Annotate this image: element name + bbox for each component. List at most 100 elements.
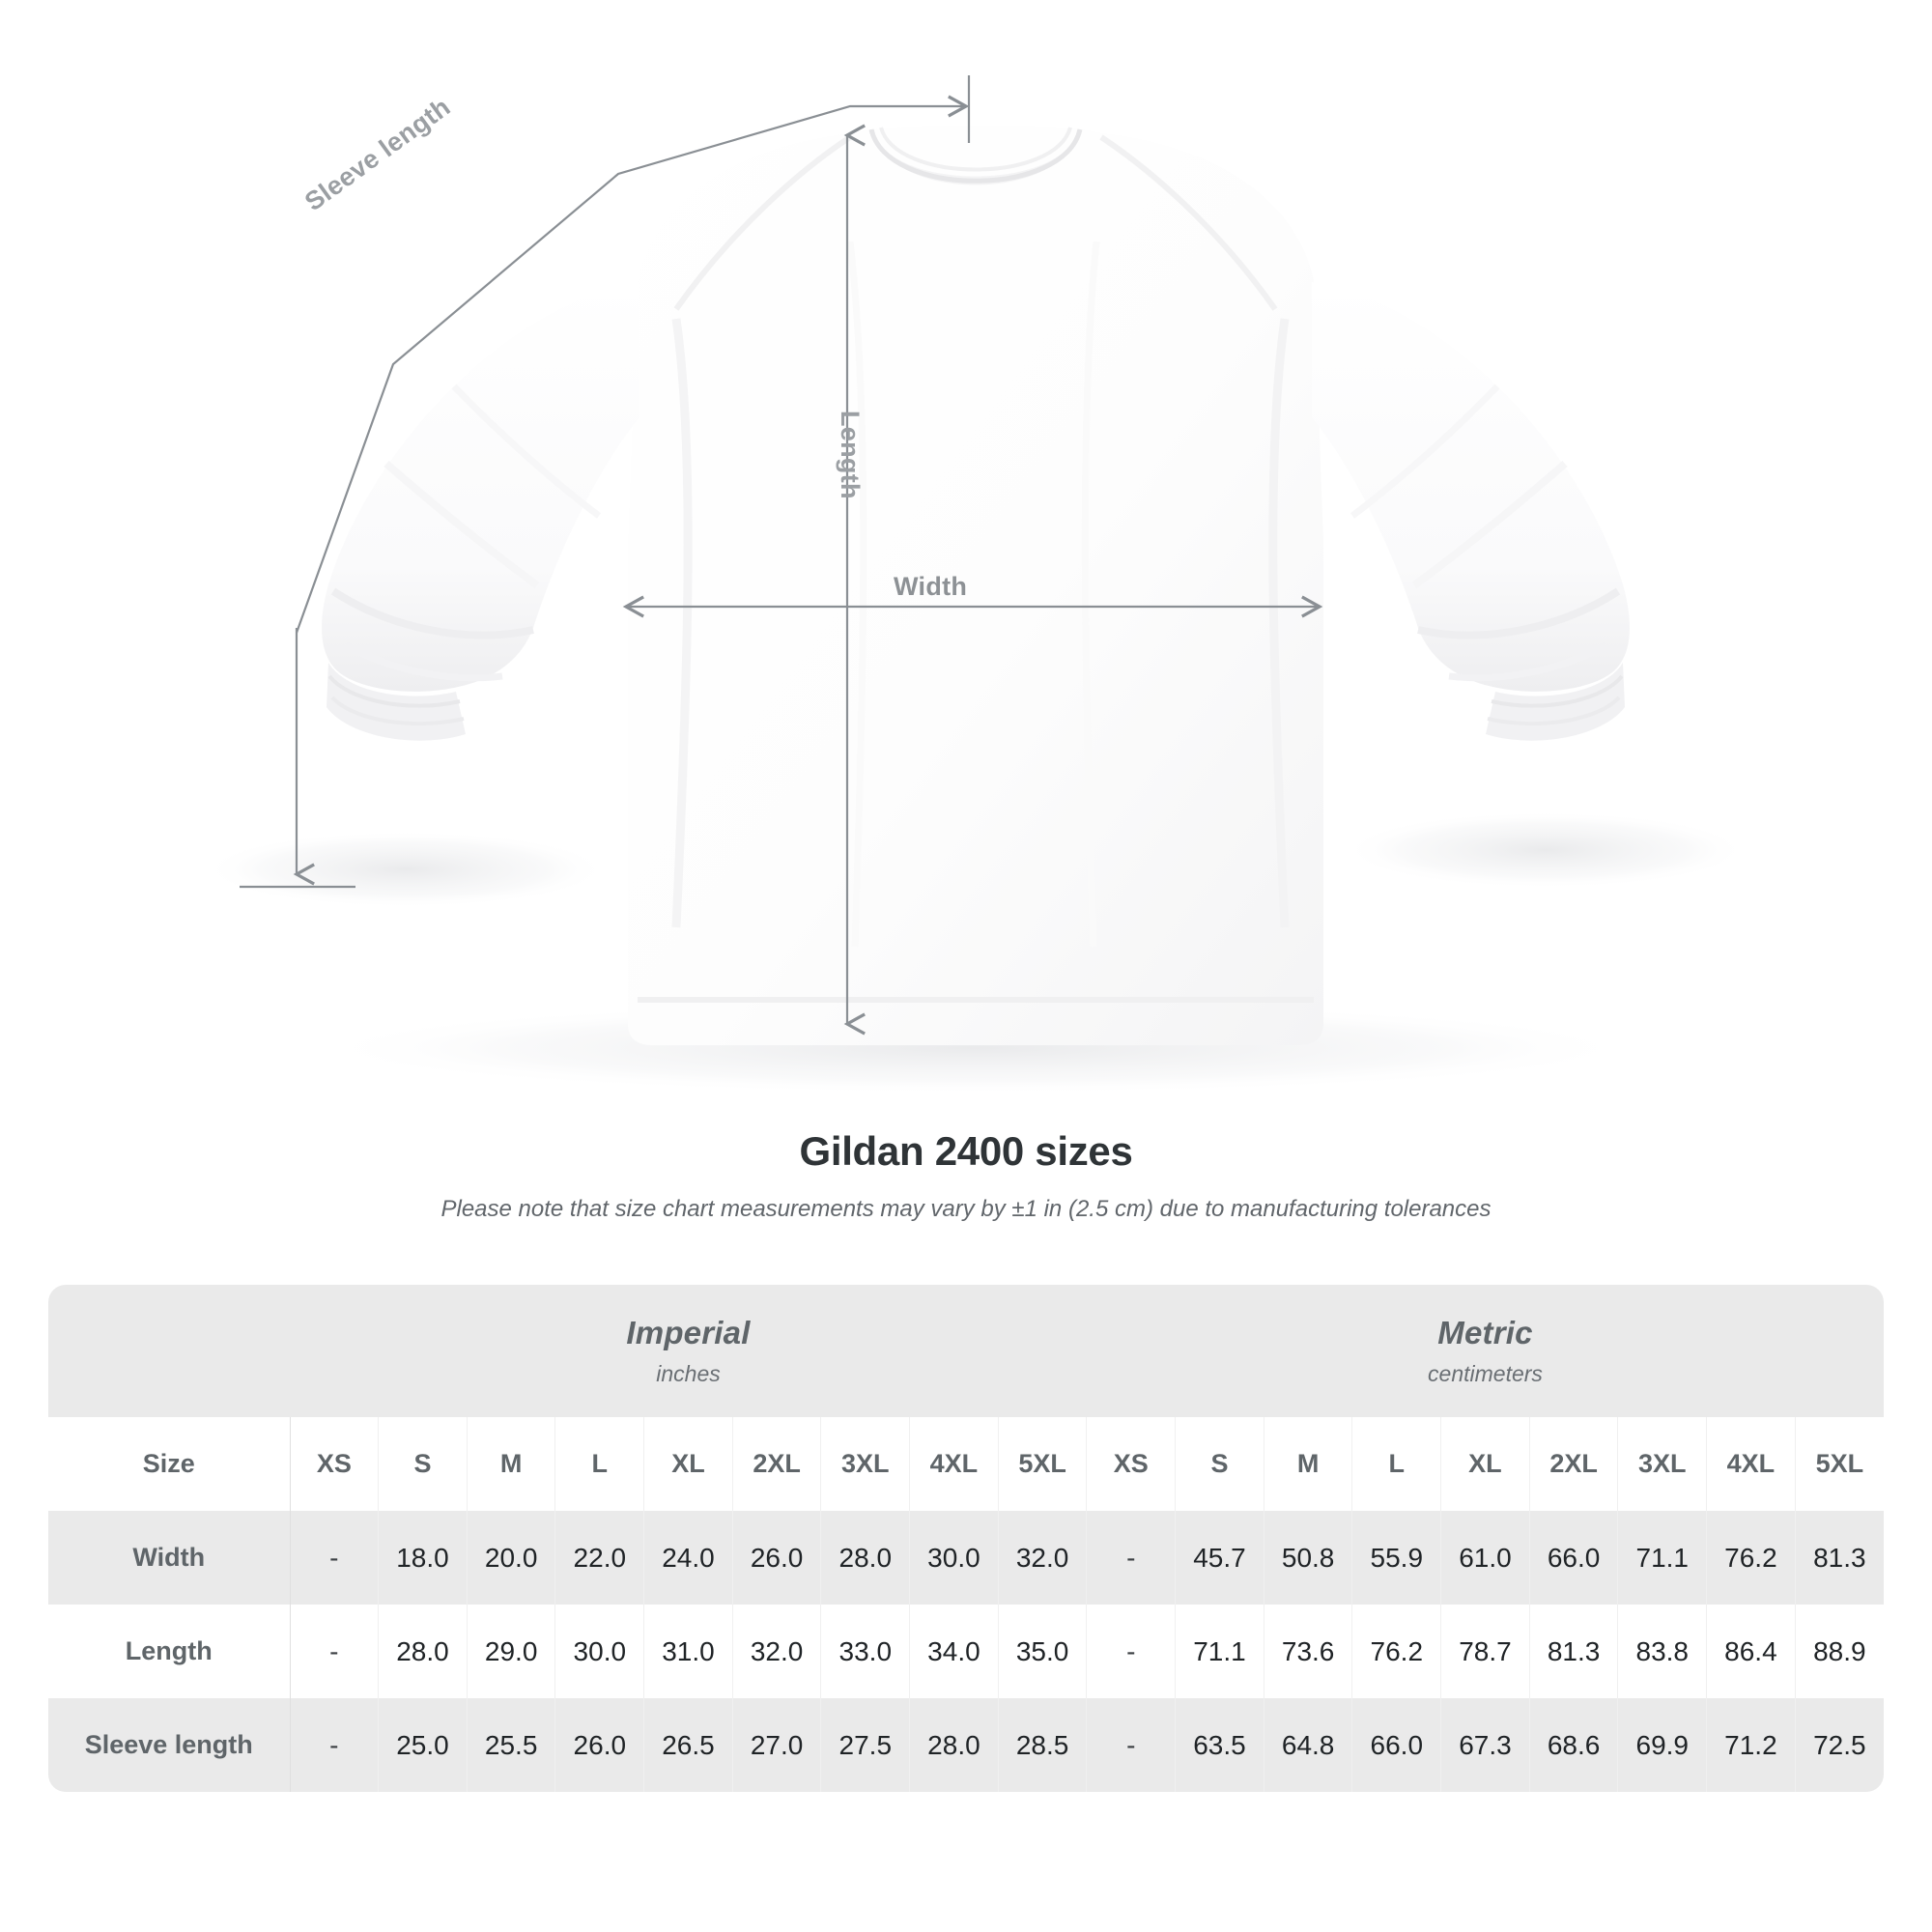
cell-sleeve-metric-xl: 67.3 — [1440, 1698, 1530, 1792]
size-header-row: Size XS S M L XL 2XL 3XL 4XL 5XL XS S M … — [48, 1417, 1884, 1511]
cell-length-imperial-3xl: 33.0 — [820, 1605, 911, 1698]
cell-width-imperial-4xl: 30.0 — [909, 1511, 999, 1605]
cell-width-imperial-s: 18.0 — [378, 1511, 468, 1605]
table-row: Width - 18.0 20.0 22.0 24.0 26.0 28.0 30… — [48, 1511, 1884, 1605]
col-header-metric-5xl: 5XL — [1815, 1449, 1864, 1478]
cell-length-imperial-2xl: 32.0 — [732, 1605, 822, 1698]
unit-group-metric-name: Metric — [1437, 1315, 1533, 1350]
sleeve-length-guide — [295, 95, 970, 634]
col-header-imperial-4xl: 4XL — [909, 1417, 999, 1511]
row-label-sleeve-length: Sleeve length — [48, 1698, 291, 1792]
cell-sleeve-imperial-4xl: 28.0 — [909, 1698, 999, 1792]
cell-width-imperial-l: 22.0 — [554, 1511, 645, 1605]
cell-width-metric-l: 55.9 — [1351, 1511, 1442, 1605]
col-header-metric-2xl: 2XL — [1529, 1417, 1619, 1511]
cell-length-metric-4xl: 86.4 — [1706, 1605, 1796, 1698]
unit-group-imperial: Imperial inches — [290, 1285, 1087, 1417]
table-row: Length - 28.0 29.0 30.0 31.0 32.0 33.0 3… — [48, 1605, 1884, 1698]
cell-length-imperial-4xl: 34.0 — [909, 1605, 999, 1698]
cell-width-metric-2xl: 66.0 — [1529, 1511, 1619, 1605]
row-label-width: Width — [48, 1511, 291, 1605]
col-header-imperial-2xl: 2XL — [732, 1417, 822, 1511]
cell-width-metric-xl: 61.0 — [1440, 1511, 1530, 1605]
col-header-imperial-3xl: 3XL — [820, 1417, 911, 1511]
cell-length-imperial-l: 30.0 — [554, 1605, 645, 1698]
cell-width-metric-m: 50.8 — [1264, 1511, 1353, 1605]
cell-sleeve-imperial-5xl: 28.5 — [998, 1698, 1088, 1792]
title-block: Gildan 2400 sizes Please note that size … — [0, 1128, 1932, 1223]
cell-width-imperial-2xl: 26.0 — [732, 1511, 822, 1605]
size-chart-table: Imperial inches Metric centimeters Size … — [48, 1285, 1884, 1792]
cell-sleeve-imperial-xs: - — [290, 1698, 380, 1792]
width-label: Width — [894, 572, 968, 601]
col-header-metric-l: L — [1351, 1417, 1442, 1511]
cell-length-metric-5xl: 88.9 — [1813, 1635, 1866, 1666]
cell-sleeve-metric-2xl: 68.6 — [1529, 1698, 1619, 1792]
cell-length-metric-3xl: 83.8 — [1617, 1605, 1708, 1698]
length-label: Length — [836, 411, 865, 499]
col-header-imperial-s: S — [378, 1417, 468, 1511]
cell-length-metric-s: 71.1 — [1175, 1605, 1264, 1698]
col-header-metric-s: S — [1175, 1417, 1264, 1511]
cell-width-imperial-3xl: 28.0 — [820, 1511, 911, 1605]
cell-length-imperial-5xl: 35.0 — [998, 1605, 1088, 1698]
cell-sleeve-imperial-3xl: 27.5 — [820, 1698, 911, 1792]
cell-length-imperial-xs: - — [290, 1605, 380, 1698]
cell-sleeve-imperial-xl: 26.5 — [643, 1698, 733, 1792]
unit-group-row: Imperial inches Metric centimeters — [48, 1285, 1884, 1417]
cell-length-metric-m: 73.6 — [1264, 1605, 1353, 1698]
unit-group-imperial-sub: inches — [656, 1361, 721, 1386]
col-header-metric-xl: XL — [1440, 1417, 1530, 1511]
row-label-length: Length — [48, 1605, 291, 1698]
cell-width-metric-5xl: 81.3 — [1813, 1542, 1866, 1573]
shirt-body — [628, 126, 1323, 1045]
right-sleeve — [1312, 282, 1630, 741]
cell-length-metric-2xl: 81.3 — [1529, 1605, 1619, 1698]
cell-sleeve-metric-s: 63.5 — [1175, 1698, 1264, 1792]
unit-group-metric: Metric centimeters — [1086, 1285, 1884, 1417]
cell-length-metric-l: 76.2 — [1351, 1605, 1442, 1698]
col-header-imperial-xs: XS — [290, 1417, 380, 1511]
cell-sleeve-metric-4xl: 71.2 — [1706, 1698, 1796, 1792]
cell-length-imperial-xl: 31.0 — [643, 1605, 733, 1698]
cell-width-metric-4xl: 76.2 — [1706, 1511, 1796, 1605]
cell-length-imperial-s: 28.0 — [378, 1605, 468, 1698]
col-header-imperial-l: L — [554, 1417, 645, 1511]
cell-sleeve-metric-3xl: 69.9 — [1617, 1698, 1708, 1792]
col-header-imperial-m: M — [467, 1417, 556, 1511]
cell-length-metric-xl: 78.7 — [1440, 1605, 1530, 1698]
cell-width-metric-xs: - — [1086, 1511, 1177, 1605]
page-title: Gildan 2400 sizes — [799, 1128, 1133, 1174]
col-header-metric-xs: XS — [1086, 1417, 1177, 1511]
cell-sleeve-metric-5xl: 72.5 — [1813, 1729, 1866, 1760]
cell-width-imperial-xs: - — [290, 1511, 380, 1605]
cell-width-metric-3xl: 71.1 — [1617, 1511, 1708, 1605]
cell-width-metric-s: 45.7 — [1175, 1511, 1264, 1605]
cell-sleeve-metric-xs: - — [1086, 1698, 1177, 1792]
cell-width-imperial-5xl: 32.0 — [998, 1511, 1088, 1605]
cell-sleeve-imperial-m: 25.5 — [467, 1698, 556, 1792]
cell-sleeve-imperial-l: 26.0 — [554, 1698, 645, 1792]
cell-sleeve-metric-l: 66.0 — [1351, 1698, 1442, 1792]
col-header-imperial-5xl: 5XL — [998, 1417, 1088, 1511]
size-chart-table-wrapper: Imperial inches Metric centimeters Size … — [48, 1285, 1884, 1792]
cell-sleeve-metric-m: 64.8 — [1264, 1698, 1353, 1792]
garment-measurement-figure: Sleeve length Length Width — [203, 75, 1748, 1094]
left-sleeve — [322, 282, 639, 741]
col-header-metric-4xl: 4XL — [1706, 1417, 1796, 1511]
col-header-metric-3xl: 3XL — [1617, 1417, 1708, 1511]
size-header-label: Size — [48, 1417, 291, 1511]
cell-length-imperial-m: 29.0 — [467, 1605, 556, 1698]
col-header-imperial-xl: XL — [643, 1417, 733, 1511]
tolerance-note: Please note that size chart measurements… — [440, 1196, 1492, 1222]
garment-illustration — [203, 75, 1748, 1094]
unit-group-spacer — [48, 1285, 290, 1417]
cell-width-imperial-m: 20.0 — [467, 1511, 556, 1605]
cell-sleeve-imperial-s: 25.0 — [378, 1698, 468, 1792]
unit-group-imperial-name: Imperial — [626, 1315, 751, 1350]
cell-length-metric-xs: - — [1086, 1605, 1177, 1698]
cell-sleeve-imperial-2xl: 27.0 — [732, 1698, 822, 1792]
table-row: Sleeve length - 25.0 25.5 26.0 26.5 27.0… — [48, 1698, 1884, 1792]
cell-width-imperial-xl: 24.0 — [643, 1511, 733, 1605]
measurement-guides — [240, 75, 1323, 1036]
